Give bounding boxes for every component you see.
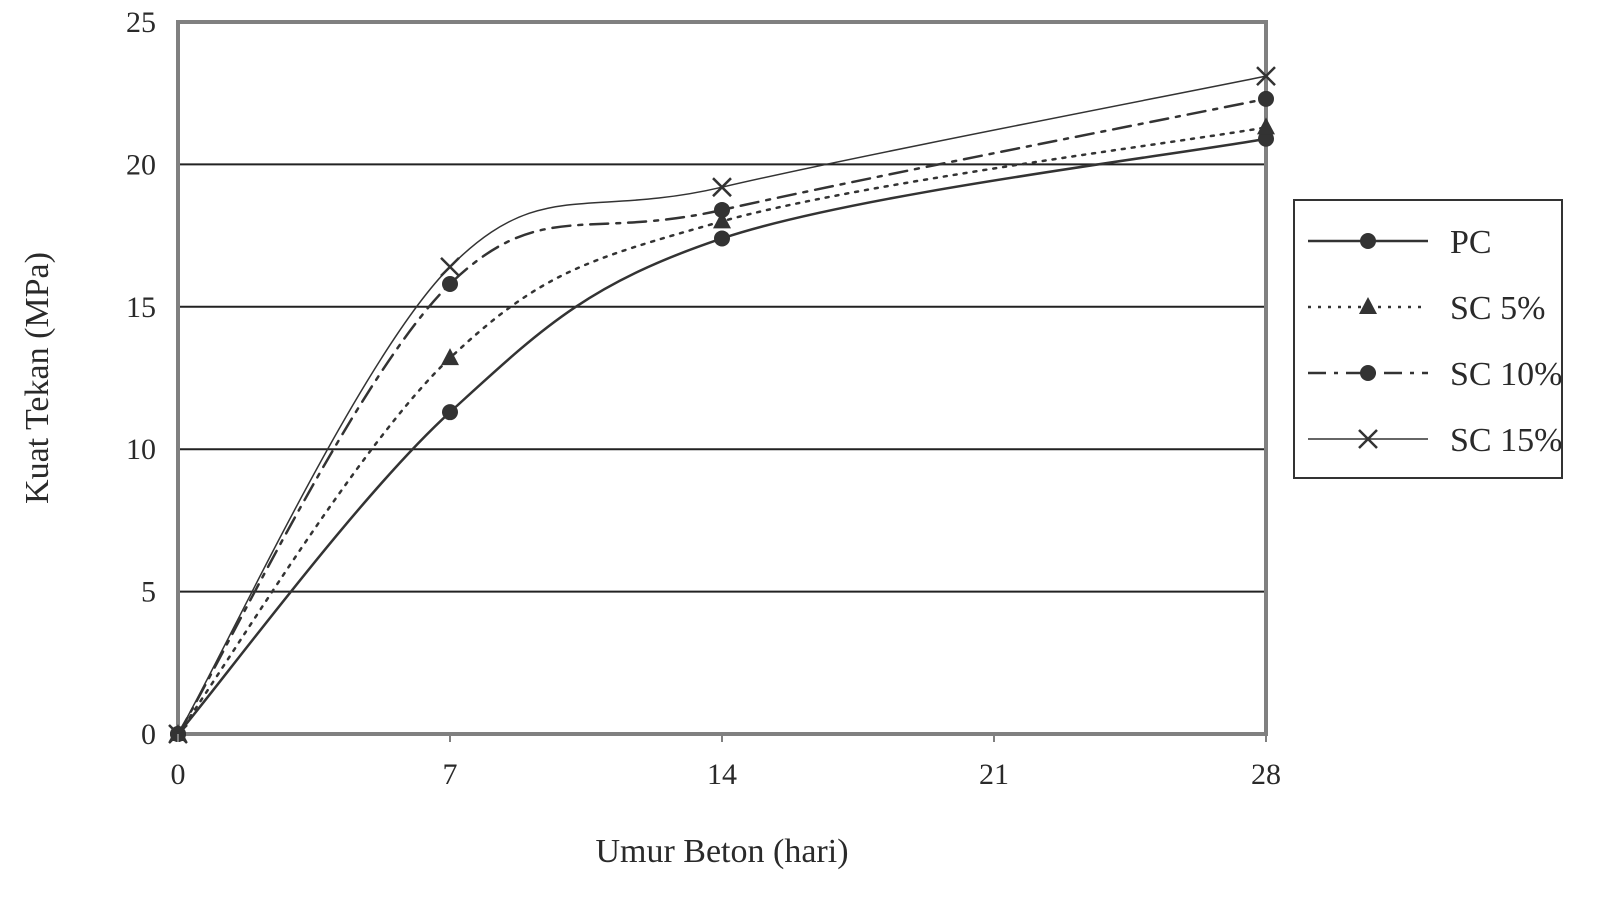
data-point: [714, 201, 730, 218]
legend-marker: [1360, 365, 1376, 381]
y-tick-label: 20: [126, 148, 156, 181]
data-point: [714, 230, 730, 247]
plot-frame: [176, 20, 1268, 736]
x-tick-label: 7: [443, 758, 458, 791]
x-axis-title: Umur Beton (hari): [595, 833, 848, 870]
y-tick-label: 15: [126, 291, 156, 324]
legend-item: SC 15%: [1308, 422, 1562, 459]
data-point: [442, 276, 458, 293]
series-line: [177, 75, 1267, 735]
data-point: [713, 211, 731, 229]
legend-marker: [1360, 233, 1376, 249]
series-line: [176, 137, 1268, 736]
legend-label: SC 5%: [1450, 290, 1545, 327]
series-group: [168, 66, 1276, 744]
x-tick-label: 21: [979, 758, 1009, 791]
data-point: [1258, 130, 1274, 147]
data-point: [712, 177, 732, 198]
x-tick-label: 14: [707, 758, 737, 791]
data-point: [1257, 117, 1275, 135]
data-point: [440, 257, 460, 277]
y-tick-label: 10: [126, 433, 156, 466]
x-tick-label: 28: [1251, 758, 1281, 791]
series-4: [168, 66, 1276, 744]
data-point: [1258, 90, 1274, 107]
x-tick-label: 0: [171, 758, 186, 791]
y-tick-label: 0: [141, 718, 156, 751]
series-line: [176, 126, 1268, 736]
legend: PC SC 5% SC 10% SC 15%: [1293, 199, 1563, 479]
legend-box: [1293, 199, 1563, 479]
y-axis-title: Kuat Tekan (MPa): [19, 252, 56, 504]
data-point: [441, 348, 459, 366]
data-point: [442, 404, 458, 421]
y-tick-label: 25: [126, 6, 156, 39]
gridlines: [178, 163, 1266, 593]
legend-label: PC: [1450, 224, 1492, 261]
series-line: [176, 97, 1268, 736]
legend-label: SC 10%: [1450, 356, 1562, 393]
legend-marker: [1358, 429, 1378, 449]
legend-item: SC 10%: [1308, 356, 1562, 393]
legend-marker: [1359, 297, 1377, 314]
legend-item: SC 5%: [1308, 290, 1545, 327]
axis-ticks: 0 5 10 15 20 25 0 7 14 21 28: [126, 6, 1281, 791]
y-tick-label: 5: [141, 576, 156, 609]
data-point: [1256, 66, 1276, 86]
legend-label: SC 15%: [1450, 422, 1562, 459]
legend-item: PC: [1308, 224, 1492, 261]
